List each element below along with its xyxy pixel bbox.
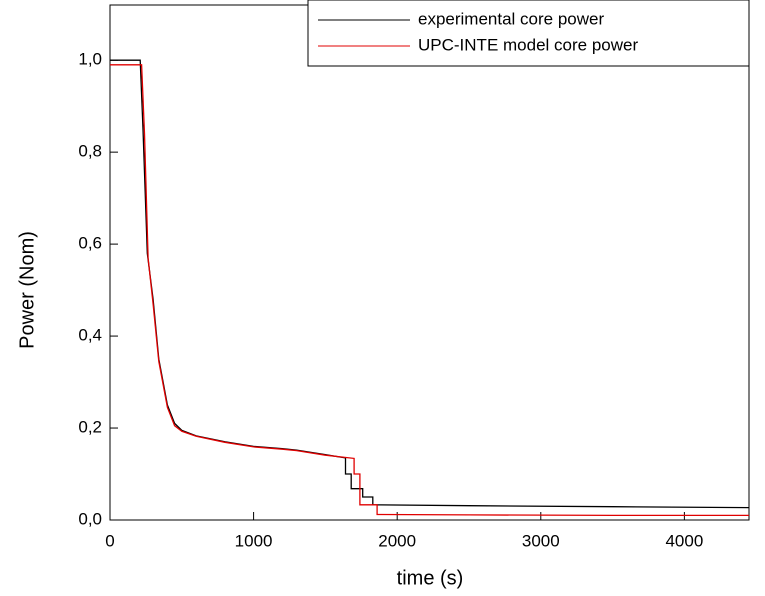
series-line	[110, 64, 749, 517]
y-tick-label: 1,0	[78, 50, 102, 69]
legend-box	[307, 0, 750, 67]
y-tick-label: 0,0	[78, 509, 102, 528]
x-tick-label: 2000	[378, 531, 416, 550]
plot-frame	[109, 4, 750, 521]
y-tick-label: 0,2	[78, 418, 102, 437]
x-axis-label: time (s)	[397, 567, 464, 589]
y-tick-label: 0,4	[78, 326, 102, 345]
y-tick-label: 0,6	[78, 234, 102, 253]
legend: experimental core power UPC-INTE model c…	[307, 0, 750, 67]
x-tick-label: 0	[105, 531, 114, 550]
x-tick-label: 3000	[522, 531, 560, 550]
x-tick-label: 4000	[665, 531, 703, 550]
y-axis-label: Power (Nom)	[16, 231, 38, 349]
y-tick-label: 0,8	[78, 142, 102, 161]
legend-label: UPC-INTE model core power	[418, 35, 638, 54]
legend-label: experimental core power	[418, 9, 604, 28]
series-line	[110, 59, 750, 509]
x-tick-label: 1000	[235, 531, 273, 550]
